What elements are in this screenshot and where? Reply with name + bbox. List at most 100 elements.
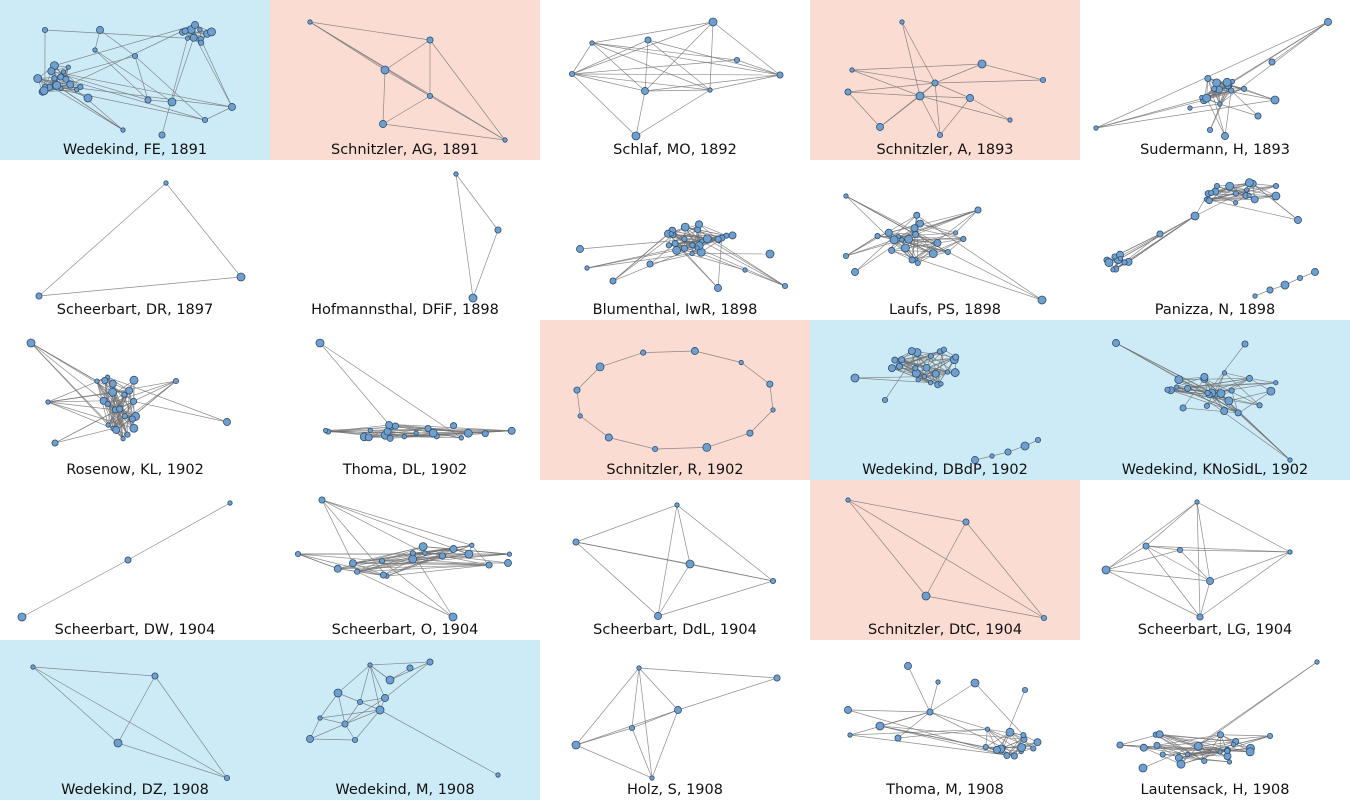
graph-edge: [1198, 741, 1236, 747]
graph-edge: [325, 426, 392, 431]
graph-node: [1252, 293, 1258, 299]
graph-node: [891, 356, 899, 364]
graph-edge: [383, 555, 443, 576]
graph-edge: [1182, 378, 1205, 409]
graph-node: [921, 591, 931, 601]
panel-caption: Hofmannsthal, DFiF, 1898: [311, 302, 499, 318]
graph-edge: [1095, 99, 1276, 129]
graph-edge: [1196, 501, 1291, 553]
graph-edge: [851, 69, 936, 84]
graph-node: [931, 369, 940, 378]
network-graph: [35, 180, 246, 300]
graph-edge: [1209, 195, 1276, 201]
graph-node: [1296, 274, 1304, 282]
graph-node: [51, 439, 59, 447]
graph-edge: [608, 437, 656, 450]
graph-node: [694, 245, 700, 251]
graph-edge: [391, 426, 512, 432]
graph-node: [680, 222, 690, 232]
graph-node: [1256, 402, 1263, 409]
graph-edge: [115, 380, 177, 431]
graph-node: [422, 550, 428, 556]
graph-edge: [706, 432, 751, 448]
graph-edge: [436, 433, 486, 437]
graph-node: [1020, 732, 1027, 739]
graph-edge: [1115, 342, 1217, 396]
graph-node: [640, 349, 647, 356]
graph-node: [842, 252, 850, 260]
graph-node: [982, 744, 989, 751]
graph-edge: [657, 580, 774, 617]
graph-node: [926, 708, 934, 716]
graph-node: [568, 70, 576, 78]
network-graph: [568, 17, 784, 141]
graph-node: [1185, 751, 1191, 758]
graph-edge: [382, 69, 386, 125]
graph-edge: [845, 195, 938, 244]
graph-node: [191, 21, 199, 29]
graph-edge: [30, 342, 104, 402]
graph-edge: [591, 42, 646, 92]
graph-edge: [321, 499, 425, 554]
graph-node: [595, 362, 605, 372]
graph-node: [453, 171, 459, 177]
panel-caption: Wedekind, FE, 1891: [62, 142, 208, 158]
network-panel: Wedekind, DBdP, 1902: [810, 320, 1080, 480]
graph-edge: [133, 401, 228, 423]
graph-node: [589, 40, 595, 46]
graph-node: [671, 240, 679, 248]
graph-node: [426, 36, 434, 44]
network-panel: Schnitzler, R, 1902: [540, 320, 810, 480]
graph-node: [92, 47, 98, 53]
graph-node: [1030, 745, 1037, 752]
graph-edge: [934, 82, 971, 99]
graph-edge: [631, 727, 653, 779]
graph-edge: [676, 504, 774, 582]
graph-edge: [103, 400, 124, 439]
graph-node: [201, 116, 209, 124]
graph-node: [1205, 197, 1213, 205]
graph-edge: [1178, 379, 1291, 461]
graph-node: [576, 245, 584, 253]
graph-node: [1193, 741, 1203, 751]
graph-edge: [38, 276, 242, 297]
graph-edge: [845, 239, 895, 257]
graph-node: [504, 559, 512, 567]
graph-edge: [352, 546, 424, 564]
graph-node: [851, 268, 859, 276]
graph-edge: [1162, 750, 1228, 755]
graph-node: [112, 426, 121, 434]
graph-node: [628, 724, 636, 732]
graph-node: [874, 233, 881, 240]
graph-edge: [337, 564, 490, 570]
graph-node: [485, 561, 493, 569]
graph-node: [728, 231, 737, 240]
graph-node: [367, 662, 373, 668]
network-panel: Wedekind, M, 1908: [270, 640, 540, 800]
graph-node: [227, 500, 233, 506]
graph-edge: [382, 95, 431, 125]
network-graph: [844, 19, 1047, 139]
graph-node: [1155, 730, 1164, 739]
graph-edge: [32, 666, 156, 677]
graph-node: [984, 726, 991, 732]
graph-node: [450, 422, 458, 430]
network-graph: [26, 338, 231, 447]
graph-node: [1179, 404, 1187, 412]
graph-edge: [56, 85, 124, 131]
graph-node: [849, 67, 855, 73]
graph-edge: [969, 97, 1011, 121]
graph-edge: [94, 49, 149, 101]
graph-edge: [1224, 372, 1250, 379]
graph-node: [1217, 749, 1223, 755]
graph-node: [974, 206, 982, 214]
graph-edge: [1118, 215, 1196, 261]
graph-node: [971, 456, 979, 464]
graph-node: [307, 19, 313, 25]
graph-node: [1004, 448, 1012, 456]
graph-node: [356, 698, 364, 706]
graph-node: [101, 377, 109, 385]
graph-edge: [635, 89, 711, 137]
graph-node: [689, 250, 695, 257]
